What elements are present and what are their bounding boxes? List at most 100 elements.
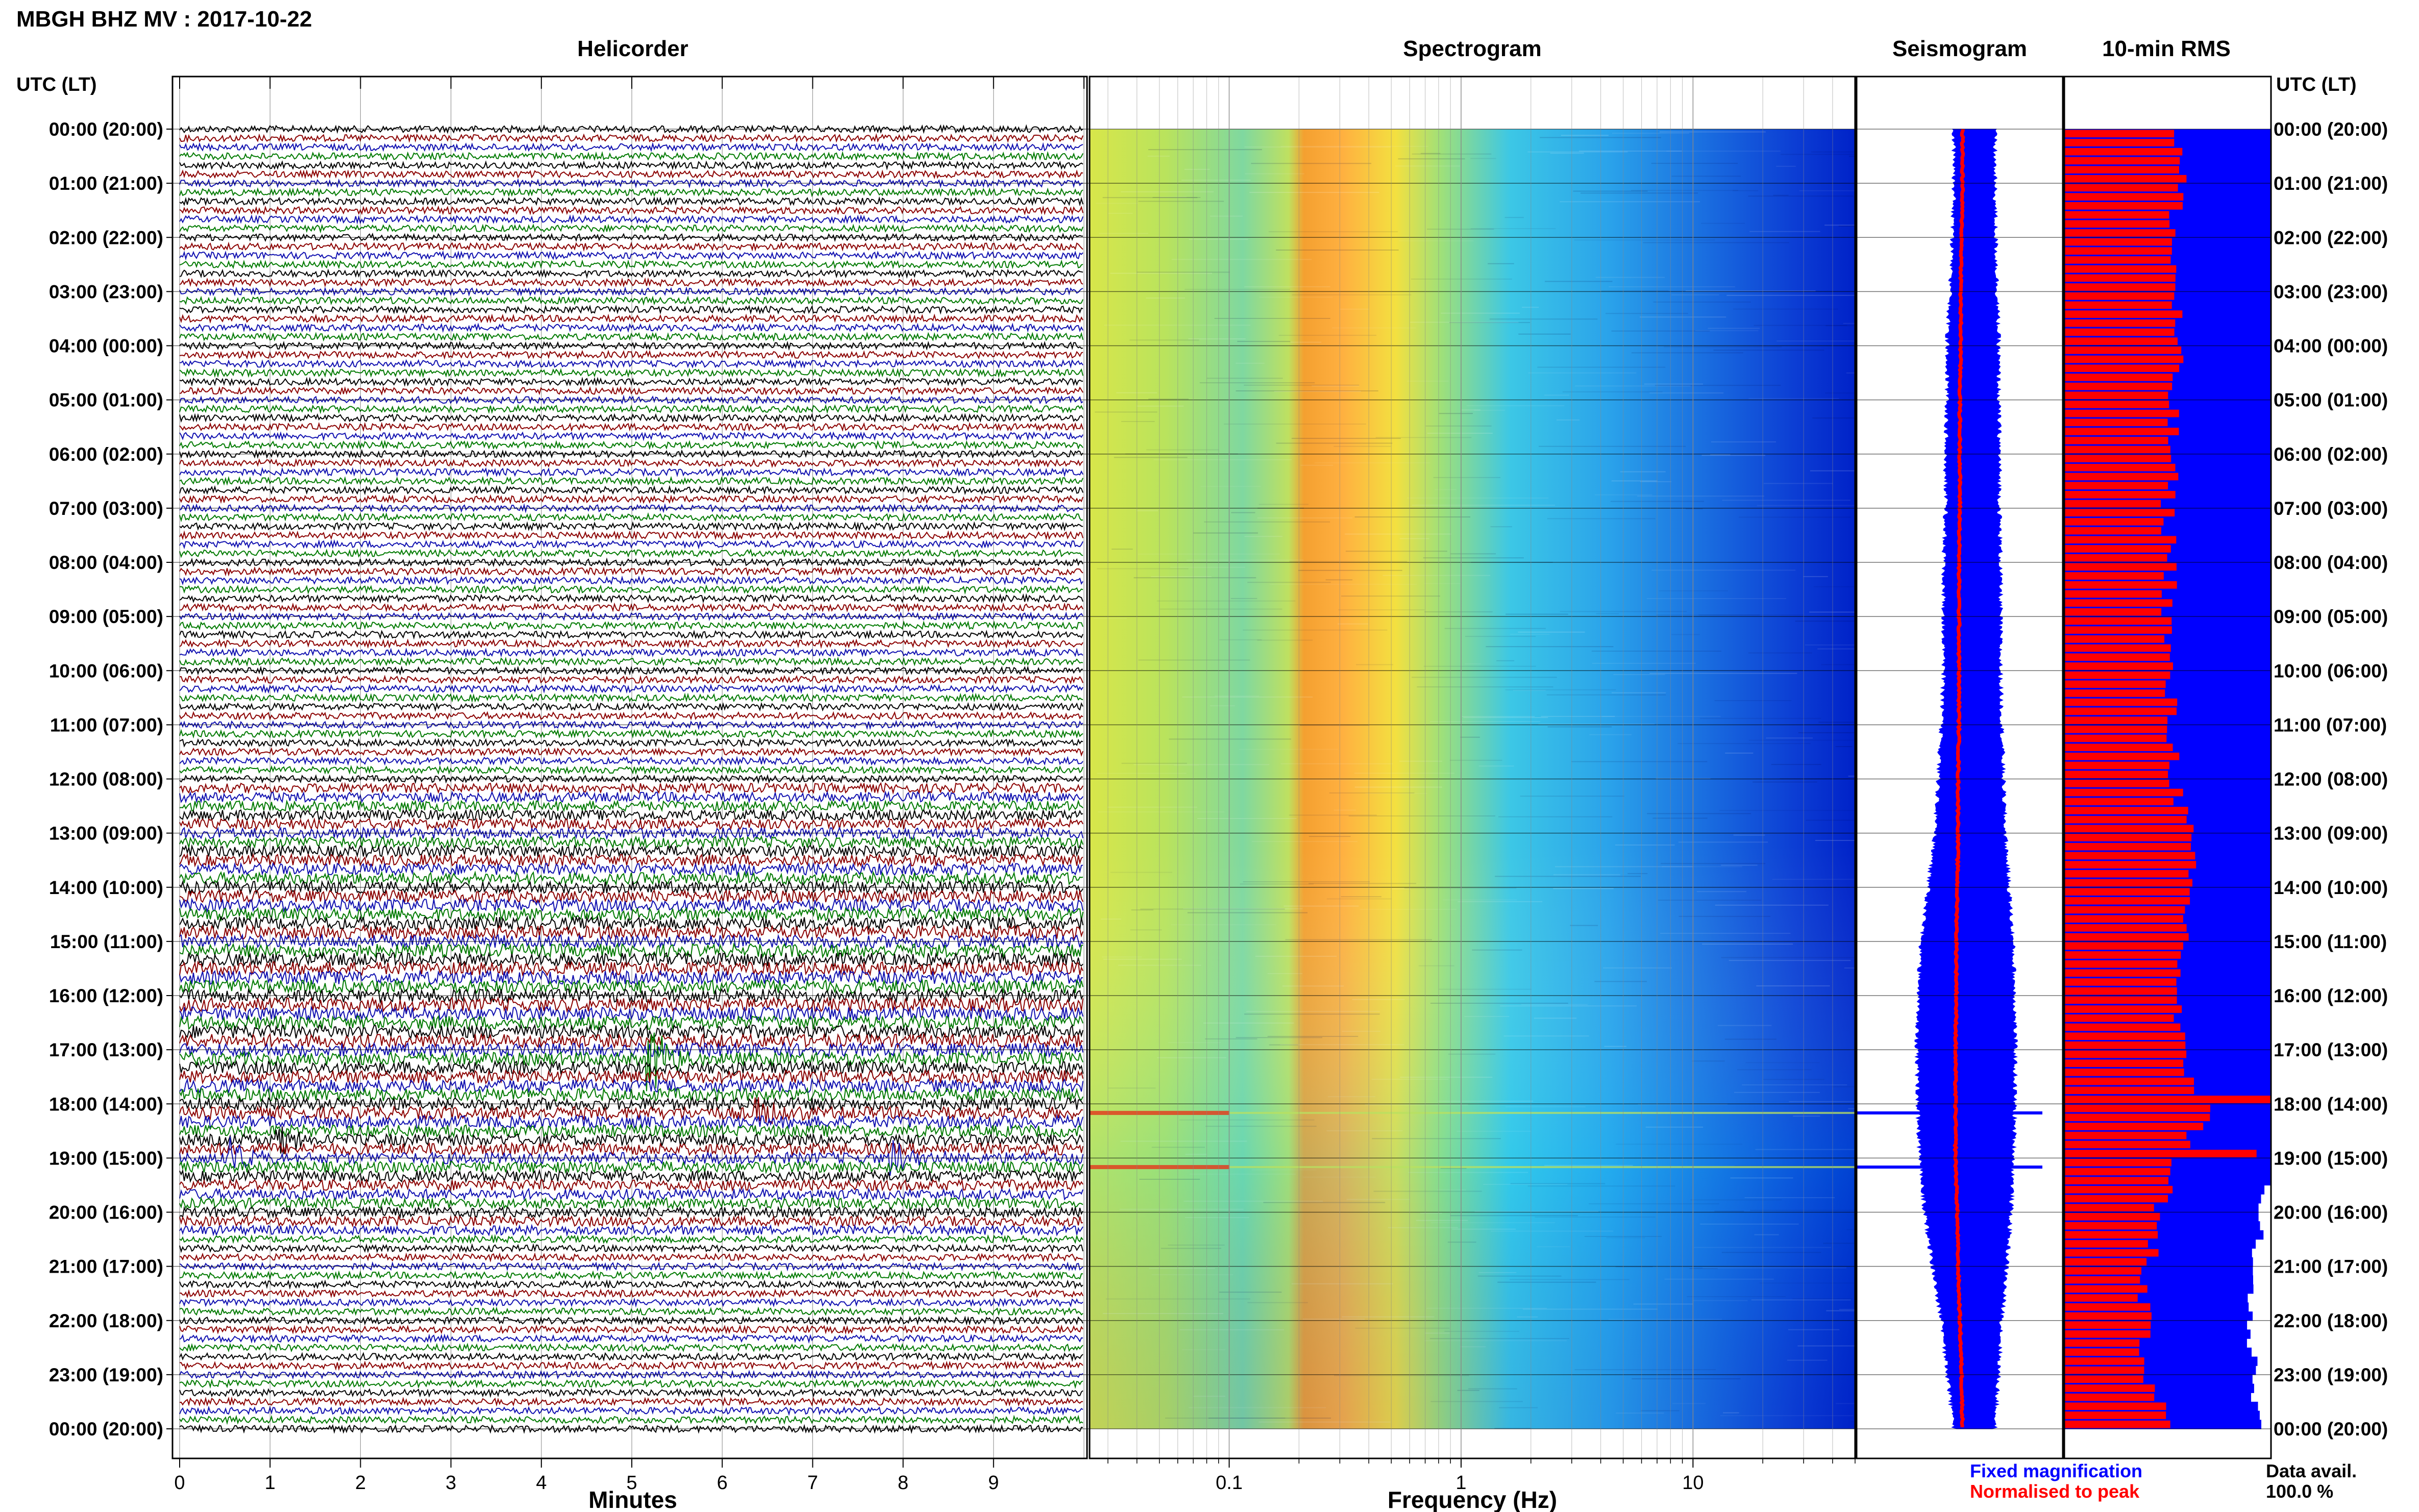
right-time-label: 18:00 (14:00) [2274, 1094, 2388, 1114]
rms-bar-normalised [2064, 1059, 2184, 1067]
helicorder-trace [179, 1252, 1083, 1262]
helicorder-trace [179, 1424, 1083, 1434]
rms-bar-normalised [2064, 445, 2170, 454]
helicorder-trace [179, 1086, 1083, 1103]
legend-fixed-magnification: Fixed magnification [1970, 1460, 2142, 1481]
helicorder-trace [179, 1187, 1083, 1201]
helicorder-trace [179, 1315, 1083, 1326]
helicorder-trace [179, 602, 1083, 613]
rms-bar-normalised [2064, 401, 2169, 408]
spectrogram-transient [1229, 1111, 1855, 1114]
page-title: MBGH BHZ MV : 2017-10-22 [16, 7, 312, 32]
left-time-label: 00:00 (20:00) [49, 119, 163, 140]
rms-bar-normalised [2064, 1023, 2181, 1031]
rms-bar-normalised [2064, 1402, 2166, 1410]
left-time-label: 18:00 (14:00) [49, 1094, 163, 1114]
right-time-label: 21:00 (17:00) [2274, 1256, 2388, 1277]
helicorder-trace [179, 781, 1083, 795]
rms-bar-normalised [2064, 147, 2183, 156]
left-time-label: 02:00 (22:00) [49, 227, 163, 248]
minutes-tick-label: 3 [446, 1472, 456, 1494]
helicorder-trace [179, 826, 1083, 840]
helicorder-trace [179, 1343, 1083, 1353]
rms-bar-normalised [2064, 157, 2180, 165]
rms-bar-normalised [2064, 274, 2176, 282]
helicorder-trace [179, 790, 1083, 804]
rms-bar-normalised [2064, 1249, 2159, 1257]
rms-bar-normalised [2064, 265, 2177, 273]
rms-bar-normalised [2064, 915, 2183, 923]
helicorder-trace [179, 124, 1083, 134]
helicorder-trace [179, 835, 1083, 850]
right-time-label: 04:00 (00:00) [2274, 336, 2388, 357]
left-time-label: 11:00 (07:00) [50, 714, 163, 735]
right-time-label: 12:00 (08:00) [2274, 769, 2388, 790]
rms-bar-normalised [2064, 924, 2187, 932]
rms-bar-normalised [2064, 463, 2176, 472]
helicorder-trace [179, 915, 1083, 931]
left-time-label: 23:00 (19:00) [49, 1365, 163, 1385]
helicorder-trace [179, 960, 1083, 977]
right-time-label: 07:00 (03:00) [2274, 498, 2388, 519]
rms-bar-normalised [2064, 1032, 2185, 1040]
helicorder-trace [179, 665, 1083, 676]
helicorder-trace [179, 1351, 1083, 1362]
helicorder-trace [179, 978, 1083, 995]
rms-bar-normalised [2064, 175, 2187, 183]
rms-bar-normalised [2064, 879, 2192, 887]
rms-bar-normalised [2064, 1321, 2151, 1329]
helicorder-trace [179, 1306, 1083, 1317]
helicorder-trace [179, 1270, 1083, 1281]
left-time-label: 19:00 (15:00) [49, 1148, 163, 1169]
helicorder-trace [179, 1178, 1083, 1193]
time-labels: 00:00 (20:00) 00:00 (20:00) 01:00 (21:00) 0… [49, 119, 2388, 1440]
rms-bar-normalised [2064, 130, 2175, 138]
rms-bar-normalised [2064, 1069, 2184, 1076]
rms-bar-normalised [2064, 662, 2173, 670]
helicorder-trace [179, 151, 1083, 162]
rms-bar-normalised [2064, 482, 2168, 489]
helicorder-trace [179, 1415, 1083, 1425]
spectrogram-frame [1089, 76, 1856, 1459]
rms-bar-normalised [2064, 626, 2172, 634]
rms-bar-normalised [2064, 861, 2196, 869]
rms-bar-normalised [2064, 545, 2171, 553]
seismogram-frame [1856, 76, 2064, 1459]
minutes-tick-label: 6 [717, 1472, 728, 1494]
rms-bar-normalised [2064, 1050, 2187, 1058]
left-time-label: 13:00 (09:00) [49, 823, 163, 844]
helicorder-trace [179, 1378, 1083, 1389]
spectrogram-transient [1090, 1165, 1229, 1170]
minutes-tick-label: 0 [174, 1472, 185, 1494]
left-time-label: 09:00 (05:00) [49, 606, 163, 627]
rms-bar-normalised [2064, 1185, 2173, 1194]
rms-bar-normalised [2064, 292, 2175, 300]
helicorder-trace [179, 737, 1083, 748]
rms-bar-normalised [2064, 247, 2172, 255]
data-availability-label: Data avail. [2266, 1460, 2357, 1481]
right-time-label: 11:00 (07:00) [2274, 714, 2387, 735]
rms-title: 10-min RMS [2102, 36, 2231, 61]
rms-bar-normalised [2064, 139, 2175, 146]
rms-bar-normalised [2064, 842, 2191, 851]
rms-bar-normalised [2064, 193, 2184, 201]
rms-bar-normalised [2064, 653, 2170, 661]
rms-bar-normalised [2064, 1393, 2155, 1401]
frequency-tick-label: 0.1 [1216, 1472, 1243, 1494]
rms-bar-normalised [2064, 771, 2168, 778]
rms-bar-normalised [2064, 608, 2162, 616]
left-time-label: 04:00 (00:00) [49, 336, 163, 357]
left-time-label: 12:00 (08:00) [49, 769, 163, 790]
rms-bar-normalised [2064, 1041, 2186, 1049]
helicorder-trace [179, 214, 1083, 225]
helicorder-trace [179, 656, 1083, 667]
helicorder-trace [179, 169, 1083, 180]
rms-bar-normalised [2064, 1131, 2187, 1139]
rms-bar-normalised [2064, 996, 2177, 1004]
helicorder-trace [179, 485, 1083, 495]
rms-bar-normalised [2064, 815, 2187, 824]
helicorder-trace [179, 1405, 1083, 1416]
left-time-label: 07:00 (03:00) [49, 498, 163, 519]
rms-bar-normalised [2064, 1357, 2144, 1365]
rms-bar-normalised [2064, 1258, 2147, 1266]
